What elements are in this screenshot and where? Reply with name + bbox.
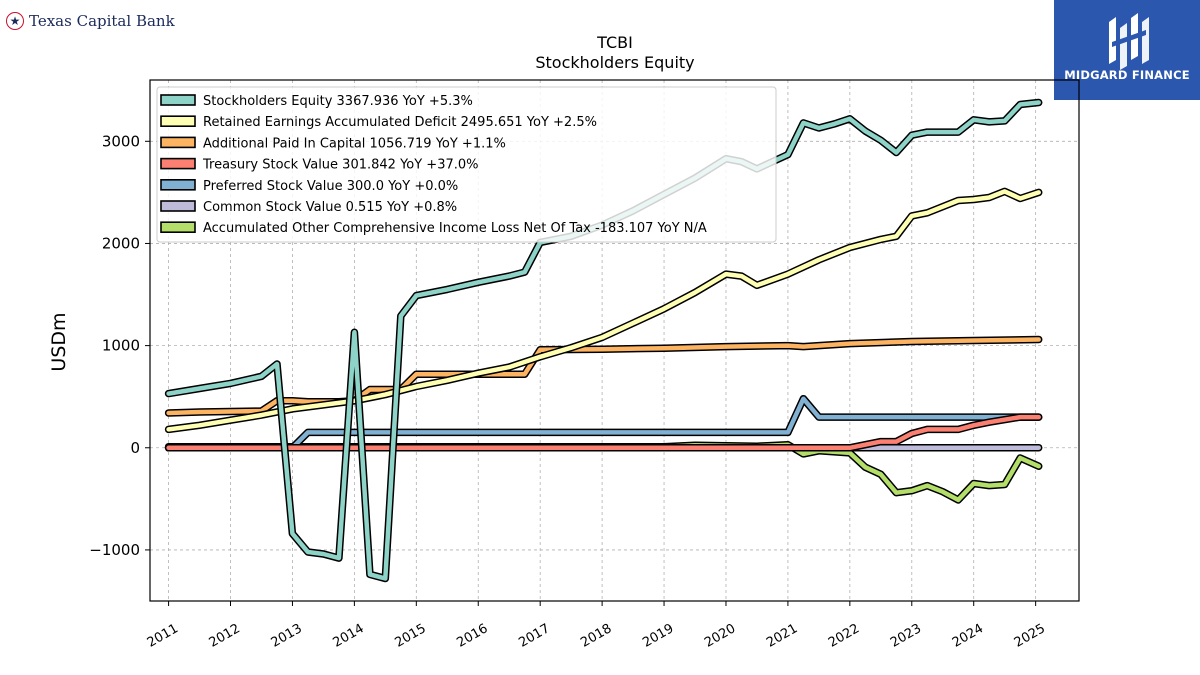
- legend-label: Accumulated Other Comprehensive Income L…: [203, 221, 707, 236]
- x-tick-label: 2023: [888, 621, 924, 651]
- x-tick-label: 2011: [145, 621, 181, 651]
- x-tick-label: 2019: [640, 621, 676, 651]
- legend-swatch: [160, 157, 196, 170]
- y-tick-label: 0: [130, 439, 140, 457]
- y-tick-label: 3000: [102, 132, 140, 150]
- y-axis-label: USDm: [48, 312, 70, 371]
- x-tick-label: 2017: [516, 621, 552, 651]
- series-line-2: [164, 335, 1043, 417]
- x-tick-label: 2014: [331, 621, 367, 651]
- legend-item: Treasury Stock Value 301.842 YoY +37.0%: [160, 157, 479, 173]
- legend-item: Preferred Stock Value 300.0 YoY +0.0%: [160, 179, 458, 194]
- series-line-stroke: [166, 442, 1041, 503]
- y-tick-label: −1000: [89, 541, 140, 559]
- legend-swatch: [160, 179, 196, 191]
- series-line-6: [164, 440, 1043, 504]
- y-tick-label: 2000: [102, 234, 140, 252]
- y-axis: −1000 0 1000 2000 3000: [89, 132, 150, 559]
- legend-label: Retained Earnings Accumulated Deficit 24…: [203, 115, 597, 130]
- chart-title: TCBI: [596, 33, 633, 52]
- x-tick-label: 2015: [392, 621, 428, 651]
- legend-item: Retained Earnings Accumulated Deficit 24…: [160, 115, 597, 130]
- series-line-stroke: [166, 189, 1041, 432]
- legend-label: Stockholders Equity 3367.936 YoY +5.3%: [203, 94, 473, 109]
- legend-swatch: [160, 136, 196, 149]
- legend-swatch: [160, 115, 196, 127]
- series-line-stroke: [166, 414, 1041, 451]
- x-tick-label: 2016: [454, 621, 490, 651]
- right-logo-text: MIDGARD FINANCE: [1064, 68, 1190, 82]
- series-line-1: [164, 187, 1043, 434]
- midgard-logo-mark-icon: [1109, 13, 1149, 70]
- y-tick-label: 1000: [102, 337, 140, 355]
- legend-item: Accumulated Other Comprehensive Income L…: [160, 221, 707, 236]
- x-tick-label: 2024: [950, 621, 986, 651]
- legend-label: Preferred Stock Value 300.0 YoY +0.0%: [203, 179, 458, 194]
- x-tick-label: 2018: [578, 621, 614, 651]
- star-icon: ★: [6, 12, 24, 30]
- x-tick-label: 2025: [1012, 621, 1048, 651]
- legend-box: [156, 86, 777, 243]
- x-axis: 2011 2012 2013 2014 2015 2016 2017 2018 2019 2020…: [145, 601, 1048, 651]
- legend-item: Stockholders Equity 3367.936 YoY +5.3%: [160, 94, 473, 109]
- legend-swatch: [160, 221, 196, 233]
- x-tick-label: 2013: [269, 621, 305, 651]
- x-tick-label: 2022: [826, 621, 862, 651]
- x-tick-label: 2021: [764, 621, 800, 651]
- plot-frame: [149, 79, 1080, 602]
- legend-swatch: [160, 94, 196, 106]
- left-logo-text: Texas Capital Bank: [29, 12, 175, 30]
- series-line-3: [164, 413, 1043, 452]
- legend-item: Additional Paid In Capital 1056.719 YoY …: [160, 136, 506, 151]
- x-tick-label: 2012: [207, 621, 243, 651]
- legend-item: Common Stock Value 0.515 YoY +0.8%: [160, 200, 457, 215]
- legend: Stockholders Equity 3367.936 YoY +5.3% Re…: [156, 86, 777, 243]
- legend-label: Additional Paid In Capital 1056.719 YoY …: [203, 136, 506, 151]
- chart-subtitle: Stockholders Equity: [535, 53, 694, 72]
- series-line-stroke: [166, 337, 1041, 416]
- legend-label: Treasury Stock Value 301.842 YoY +37.0%: [202, 158, 479, 173]
- texas-capital-bank-logo: ★ Texas Capital Bank: [6, 12, 175, 30]
- legend-swatch: [160, 200, 196, 212]
- x-tick-label: 2020: [702, 621, 738, 651]
- midgard-finance-logo: MIDGARD FINANCE: [1054, 0, 1200, 100]
- legend-label: Common Stock Value 0.515 YoY +0.8%: [203, 200, 457, 215]
